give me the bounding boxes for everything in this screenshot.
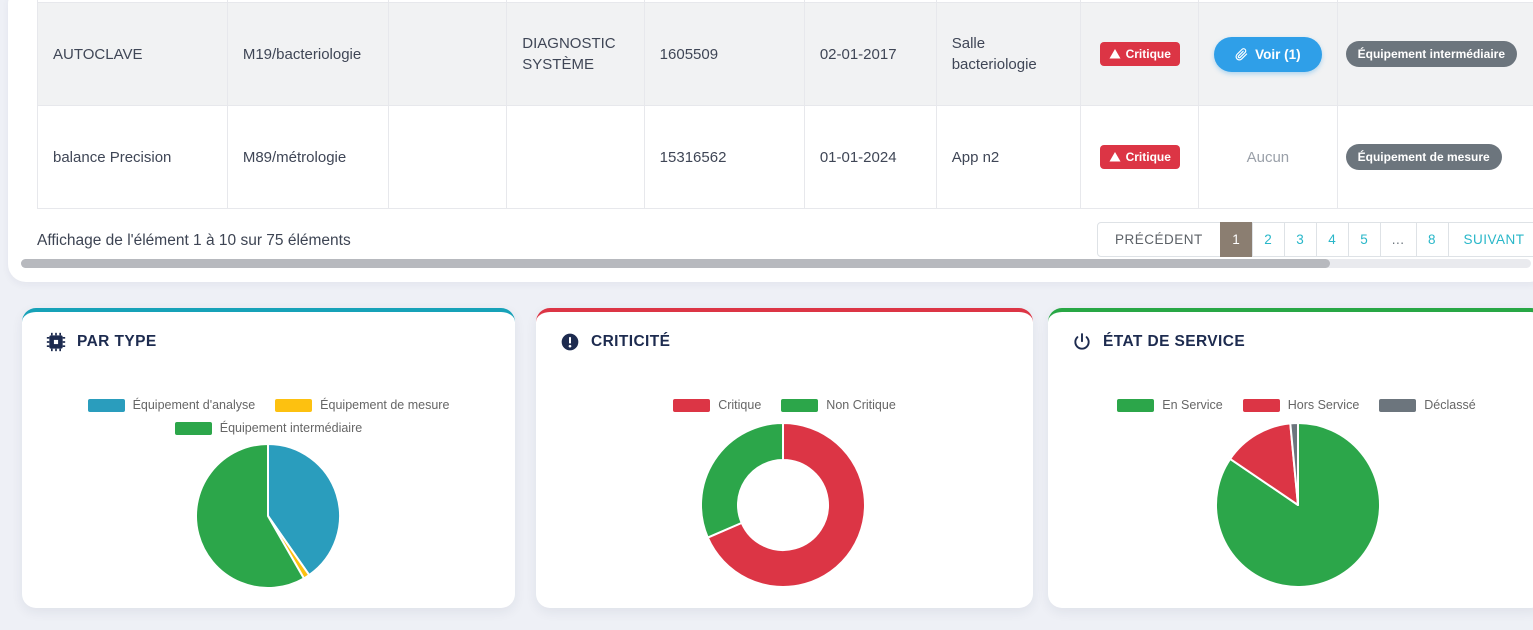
table-cell-criticite: Critique	[1080, 105, 1200, 209]
chart-card-criticite: CRITICITÉ Critique Non Critique	[536, 308, 1033, 608]
power-icon	[1074, 333, 1090, 350]
legend-swatch	[87, 398, 125, 412]
table-cell: AUTOCLAVE	[37, 2, 228, 106]
pagination-page-8[interactable]: 8	[1415, 222, 1449, 257]
warning-triangle-icon	[1109, 151, 1121, 162]
pie-chart-etat-de-service	[1215, 421, 1381, 588]
legend-item[interactable]: Déclassé	[1379, 398, 1476, 412]
paperclip-icon	[1235, 47, 1248, 60]
legend-swatch	[174, 421, 212, 435]
exclamation-circle-icon	[561, 333, 579, 351]
legend-swatch	[673, 398, 711, 412]
donut-chart-criticite	[700, 422, 866, 588]
table-cell: M19/bacteriologie	[227, 2, 390, 106]
legend-item[interactable]: Équipement d'analyse	[87, 398, 256, 412]
legend-swatch	[781, 398, 819, 412]
table-cell: balance Precision	[37, 105, 228, 209]
table-cell-type: Équipement intermédiaire	[1337, 2, 1533, 106]
no-document-label: Aucun	[1246, 148, 1290, 166]
critique-badge-label: Critique	[1125, 46, 1171, 61]
equipment-table-card: AUTOCLAVE M19/bacteriologie DIAGNOSTIC SYS…	[8, 0, 1533, 282]
table-cell: 01-01-2024	[804, 105, 937, 209]
pagination: PRÉCÉDENT 1 2 3 4 5... 8 SUIVANT	[1097, 222, 1533, 257]
legend-swatch	[1242, 398, 1280, 412]
pagination-page-1[interactable]: 1	[1219, 222, 1253, 257]
pie-chart-par-type	[195, 443, 342, 589]
table-row-partial	[37, 0, 1533, 3]
chart-card-par-type: PAR TYPE Équipement d'analyse Équipement …	[22, 308, 515, 608]
pagination-page-4[interactable]: 4	[1315, 222, 1349, 257]
card-header: ÉTAT DE SERVICE	[1072, 332, 1245, 352]
pagination-ellipsis: ...	[1379, 222, 1417, 257]
legend-label: Équipement intermédiaire	[219, 421, 363, 435]
table-info-text: Affichage de l'élément 1 à 10 sur 75 élé…	[37, 232, 351, 249]
scrollbar-thumb[interactable]	[21, 259, 1330, 268]
legend-label: Équipement d'analyse	[132, 398, 256, 412]
equipment-table-body: AUTOCLAVE M19/bacteriologie DIAGNOSTIC SYS…	[37, 0, 1533, 209]
legend-item[interactable]: Critique	[673, 398, 761, 412]
voir-button-label: Voir (1)	[1255, 46, 1301, 62]
table-cell-documents: Voir (1)	[1198, 2, 1338, 106]
critique-badge: Critique	[1099, 41, 1180, 67]
horizontal-scrollbar[interactable]	[21, 259, 1531, 268]
chart-legend: Critique Non Critique	[536, 398, 1033, 412]
pagination-previous[interactable]: PRÉCÉDENT	[1097, 222, 1221, 257]
critique-badge-label: Critique	[1125, 149, 1171, 164]
table-cell-type: Équipement de mesure	[1337, 105, 1533, 209]
table-cell-documents: Aucun	[1198, 105, 1338, 209]
legend-item[interactable]: Non Critique	[781, 398, 896, 412]
table-row: balance Precision M89/métrologie 15316562 0…	[37, 105, 1533, 209]
card-title: PAR TYPE	[77, 333, 157, 350]
table-cell: DIAGNOSTIC SYSTÈME	[506, 2, 645, 106]
card-header: PAR TYPE	[46, 332, 157, 352]
table-cell: Salle bacteriologie	[936, 2, 1082, 106]
legend-label: Déclassé	[1424, 398, 1476, 412]
card-title: ÉTAT DE SERVICE	[1103, 333, 1246, 350]
chart-card-etat-de-service: ÉTAT DE SERVICE En Service Hors Service Dé…	[1048, 308, 1533, 608]
chart-legend: En Service Hors Service Déclassé	[1048, 398, 1533, 412]
equipment-type-badge: Équipement intermédiaire	[1345, 40, 1517, 68]
legend-item[interactable]: Hors Service	[1242, 398, 1360, 412]
legend-label: Équipement de mesure	[320, 398, 450, 412]
legend-swatch	[1117, 398, 1155, 412]
table-cell	[506, 105, 645, 209]
equipment-type-badge: Équipement de mesure	[1345, 143, 1502, 171]
microchip-icon	[46, 332, 66, 352]
legend-item[interactable]: En Service	[1117, 398, 1223, 412]
equipment-table: AUTOCLAVE M19/bacteriologie DIAGNOSTIC SYS…	[37, 0, 1533, 209]
chart-legend: Équipement d'analyse Équipement de mesure…	[77, 398, 460, 435]
legend-item[interactable]: Équipement de mesure	[275, 398, 449, 412]
legend-label: En Service	[1162, 398, 1223, 412]
critique-badge: Critique	[1099, 144, 1180, 170]
pagination-next[interactable]: SUIVANT	[1447, 222, 1533, 257]
card-title: CRITICITÉ	[591, 333, 671, 350]
table-cell	[388, 2, 508, 106]
voir-button[interactable]: Voir (1)	[1214, 36, 1322, 72]
pagination-page-5[interactable]: 5	[1347, 222, 1381, 257]
legend-label: Hors Service	[1287, 398, 1360, 412]
table-cell	[388, 105, 508, 209]
legend-item[interactable]: Équipement intermédiaire	[174, 421, 363, 435]
legend-swatch	[1379, 398, 1417, 412]
pie-slice[interactable]	[706, 422, 866, 588]
table-row: AUTOCLAVE M19/bacteriologie DIAGNOSTIC SYS…	[37, 2, 1533, 106]
table-cell-criticite: Critique	[1080, 2, 1200, 106]
pagination-page-2[interactable]: 2	[1251, 222, 1285, 257]
table-cell: 02-01-2017	[804, 2, 937, 106]
legend-label: Non Critique	[826, 398, 896, 412]
table-cell: 15316562	[644, 105, 805, 209]
legend-swatch	[275, 398, 313, 412]
pie-slice[interactable]	[1229, 422, 1299, 506]
pie-slice[interactable]	[267, 443, 342, 577]
table-cell: App n2	[936, 105, 1082, 209]
legend-label: Critique	[718, 398, 762, 412]
pie-slice[interactable]	[195, 443, 305, 589]
card-header: CRITICITÉ	[560, 332, 670, 352]
pagination-page-3[interactable]: 3	[1283, 222, 1317, 257]
warning-triangle-icon	[1109, 48, 1121, 59]
pie-slice[interactable]	[700, 422, 784, 539]
table-cell: 1605509	[644, 2, 805, 106]
table-cell: M89/métrologie	[227, 105, 390, 209]
pie-slice[interactable]	[1289, 421, 1299, 506]
